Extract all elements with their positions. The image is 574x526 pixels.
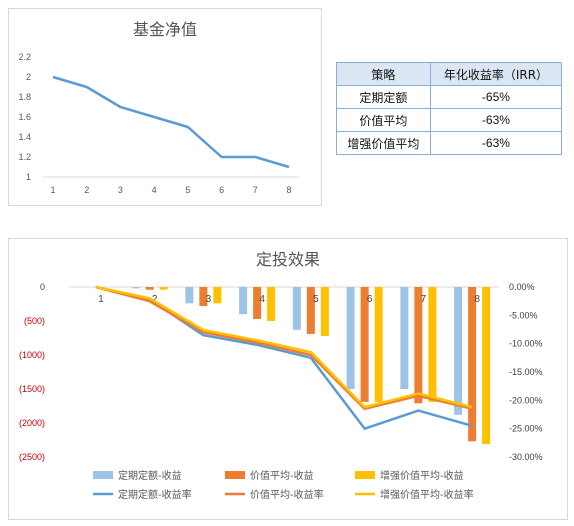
table-header-irr: 年化收益率（IRR）	[429, 62, 563, 86]
nav-y-tick-label: 1.8	[18, 92, 31, 102]
effect-bar	[199, 287, 208, 307]
nav-y-tick-label: 1	[26, 172, 31, 182]
right-axis-tick-label: -20.00%	[509, 395, 543, 405]
right-axis-tick-label: -30.00%	[509, 452, 543, 462]
effect-bar	[374, 287, 383, 402]
nav-x-tick-label: 3	[118, 185, 123, 195]
effect-x-tick-label: 3	[206, 294, 212, 305]
effect-chart-panel: 定投效果 0 (500) (1000) (1500) (2000) (2500) 0.00%…	[8, 238, 568, 520]
effect-bar	[346, 287, 355, 389]
nav-x-tick-label: 2	[84, 185, 89, 195]
table-cell-irr: -63%	[429, 131, 563, 155]
table-cell-irr: -63%	[429, 108, 563, 132]
legend-label: 增强价值平均-收益	[380, 469, 464, 482]
effect-x-tick-label: 8	[474, 294, 480, 305]
nav-x-tick-label: 6	[219, 185, 224, 195]
legend-label: 定期定额-收益	[118, 469, 182, 482]
effect-chart-title: 定投效果	[256, 250, 320, 269]
nav-series-line	[52, 75, 290, 169]
effect-series-line	[95, 285, 473, 409]
legend-swatch-bar	[225, 471, 245, 479]
nav-y-tick-label: 2.2	[18, 52, 31, 62]
legend-swatch-bar	[93, 471, 113, 479]
nav-x-tick-label: 4	[152, 185, 157, 195]
effect-bar	[482, 287, 491, 445]
right-axis-tick-label: 0.00%	[509, 282, 535, 292]
effect-bar	[414, 287, 423, 404]
nav-x-tick-label: 5	[185, 185, 190, 195]
effect-bar	[360, 287, 369, 402]
nav-x-tick-label: 7	[253, 185, 258, 195]
left-axis-tick-label: (2500)	[19, 452, 45, 462]
legend-label: 价值平均-收益	[250, 469, 314, 482]
legend-label: 定期定额-收益率	[118, 488, 192, 501]
nav-chart-title: 基金净值	[133, 20, 197, 39]
nav-chart: 基金净值 2.2 2 1.8 1.6 1.4 1.2 1 1 2 3 4 5 6 7 8	[18, 20, 299, 195]
effect-bar	[400, 287, 409, 389]
right-axis-tick-label: -10.00%	[509, 339, 543, 349]
effect-x-tick-label: 4	[259, 294, 265, 305]
nav-y-tick-label: 1.6	[18, 112, 31, 122]
effect-bar	[185, 287, 194, 304]
table-cell-strategy: 价值平均	[336, 108, 431, 132]
table-header-strategy: 策略	[336, 62, 431, 86]
effect-bar	[131, 287, 140, 289]
left-axis-tick-label: (500)	[24, 316, 45, 326]
right-axis-tick-label: -25.00%	[509, 424, 543, 434]
nav-x-tick-label: 8	[286, 185, 291, 195]
effect-x-tick-label: 7	[421, 294, 427, 305]
nav-y-tick-label: 2	[26, 72, 31, 82]
effect-bar	[468, 287, 477, 442]
left-axis-tick-label: 0	[40, 282, 45, 292]
legend-swatch-bar	[355, 471, 375, 479]
left-axis-tick-label: (1500)	[19, 384, 45, 394]
table-row: 价值平均 -63%	[336, 108, 563, 132]
effect-bar	[267, 287, 276, 321]
table-row: 定期定额 -65%	[336, 85, 563, 109]
effect-x-tick-label: 2	[152, 294, 158, 305]
right-axis-tick-label: -5.00%	[509, 310, 538, 320]
strategy-table: 策略 年化收益率（IRR） 定期定额 -65% 价值平均 -63% 增强价值平均…	[336, 62, 563, 155]
effect-x-tick-label: 6	[367, 294, 373, 305]
left-axis-tick-label: (1000)	[19, 350, 45, 360]
effect-bar	[213, 287, 222, 304]
left-axis-tick-label: (2000)	[19, 418, 45, 428]
table-cell-strategy: 增强价值平均	[336, 131, 431, 155]
nav-x-tick-label: 1	[50, 185, 55, 195]
effect-bar	[239, 287, 248, 315]
effect-x-tick-label: 1	[98, 294, 104, 305]
effect-bar	[145, 287, 154, 290]
effect-series-line	[95, 285, 473, 411]
effect-bar	[306, 287, 315, 334]
legend-label: 价值平均-收益率	[250, 488, 324, 501]
nav-chart-panel: 基金净值 2.2 2 1.8 1.6 1.4 1.2 1 1 2 3 4 5 6 7 8	[8, 8, 322, 206]
effect-bar	[428, 287, 437, 402]
effect-bar	[320, 287, 329, 336]
effect-chart: 定投效果 0 (500) (1000) (1500) (2000) (2500) 0.00%…	[19, 250, 543, 501]
effect-bar	[292, 287, 301, 330]
right-axis-tick-label: -15.00%	[509, 367, 543, 377]
effect-bar	[253, 287, 262, 319]
nav-y-tick-label: 1.2	[18, 152, 31, 162]
legend-label: 增强价值平均-收益率	[380, 488, 474, 501]
table-header-row: 策略 年化收益率（IRR）	[336, 62, 563, 86]
effect-bar	[159, 287, 168, 290]
effect-x-tick-label: 5	[313, 294, 319, 305]
table-row: 增强价值平均 -63%	[336, 131, 563, 155]
table-cell-irr: -65%	[429, 85, 563, 109]
nav-y-tick-label: 1.4	[18, 132, 31, 142]
effect-bar	[454, 287, 463, 415]
table-cell-strategy: 定期定额	[336, 85, 431, 109]
